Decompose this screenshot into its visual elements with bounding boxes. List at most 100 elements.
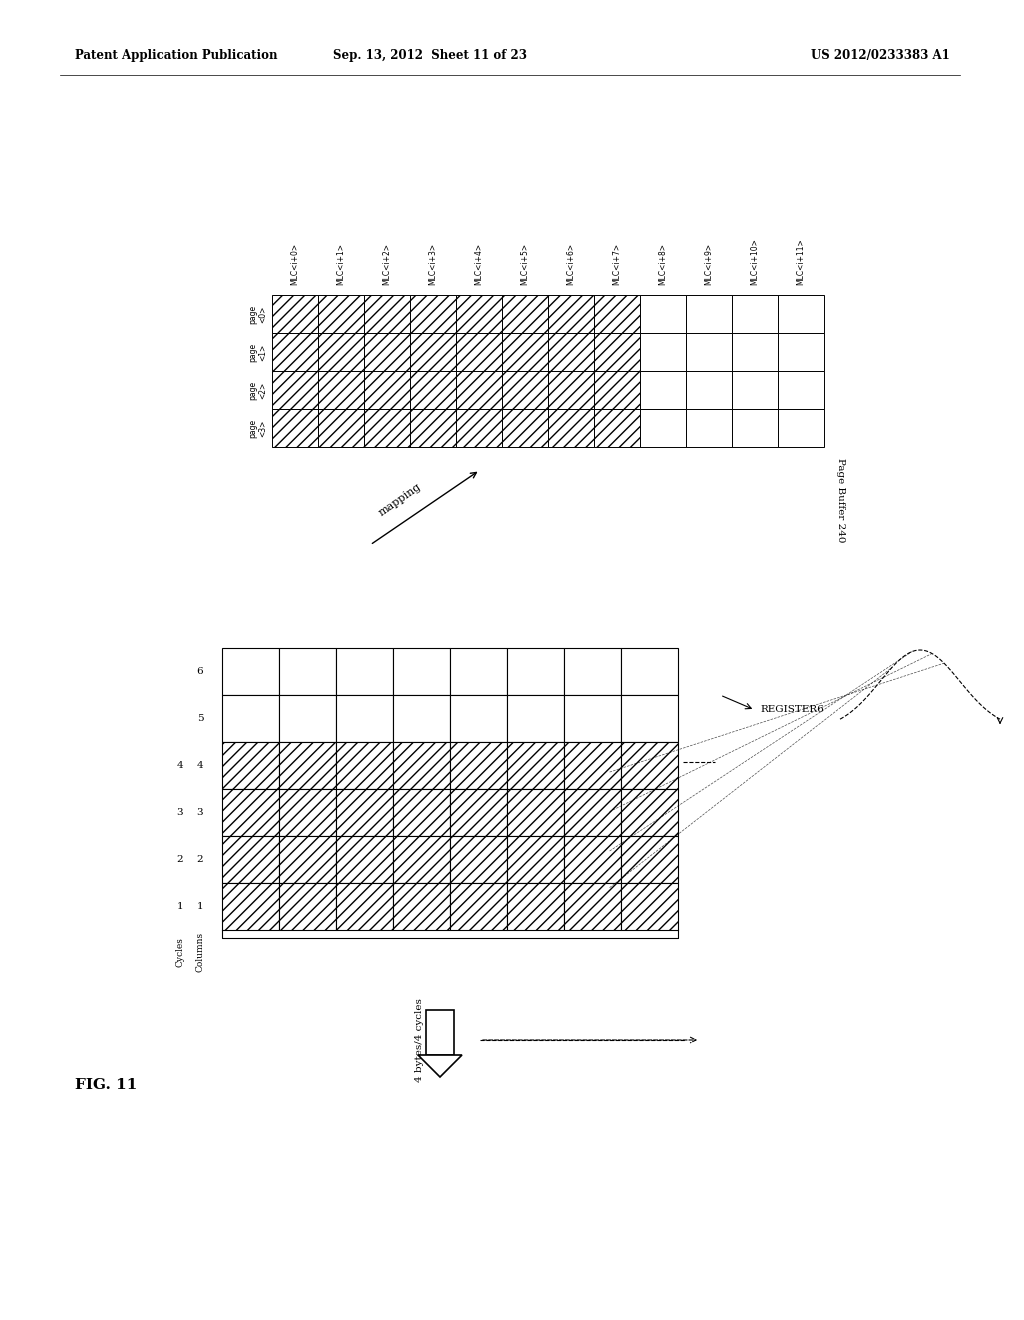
Text: MLC<i+11>: MLC<i+11> (797, 238, 806, 285)
Bar (621, 696, 678, 742)
Text: MLC<i+0>: MLC<i+0> (291, 243, 299, 285)
Bar (686, 371, 732, 409)
Bar (318, 294, 364, 333)
Bar (640, 333, 686, 371)
Bar (393, 742, 450, 789)
Bar (318, 371, 364, 409)
Bar (272, 294, 318, 333)
Text: Patent Application Publication: Patent Application Publication (75, 49, 278, 62)
Bar (364, 371, 410, 409)
Bar (507, 789, 564, 836)
Bar (364, 333, 410, 371)
Bar (426, 1010, 454, 1055)
Text: page
<3>: page <3> (248, 418, 267, 437)
Bar (732, 371, 778, 409)
Bar (564, 883, 621, 931)
Bar (456, 333, 502, 371)
Text: FIG. 11: FIG. 11 (75, 1078, 137, 1092)
Bar (640, 371, 686, 409)
Bar (594, 333, 640, 371)
Bar (336, 836, 393, 883)
Text: US 2012/0233383 A1: US 2012/0233383 A1 (811, 49, 950, 62)
Text: 4 bytes/4 cycles: 4 bytes/4 cycles (416, 998, 425, 1082)
Bar (279, 789, 336, 836)
Bar (456, 409, 502, 447)
Bar (640, 294, 686, 333)
Bar (336, 789, 393, 836)
Bar (450, 648, 507, 696)
Bar (318, 333, 364, 371)
Text: MLC<i+3>: MLC<i+3> (428, 243, 437, 285)
Bar (564, 696, 621, 742)
Text: mapping: mapping (377, 482, 423, 519)
Bar (450, 742, 507, 789)
Polygon shape (418, 1055, 462, 1077)
Bar (336, 883, 393, 931)
Text: MLC<i+2>: MLC<i+2> (383, 243, 391, 285)
Text: 2: 2 (197, 855, 204, 865)
Bar (410, 333, 456, 371)
Bar (594, 294, 640, 333)
Bar (548, 333, 594, 371)
Bar (621, 742, 678, 789)
Text: Cycles: Cycles (175, 937, 184, 968)
Text: 6: 6 (197, 667, 204, 676)
Bar (222, 648, 279, 696)
Bar (732, 333, 778, 371)
Bar (548, 409, 594, 447)
Bar (564, 836, 621, 883)
Bar (507, 696, 564, 742)
Bar (507, 836, 564, 883)
Bar (456, 294, 502, 333)
Bar (272, 409, 318, 447)
Bar (502, 333, 548, 371)
Bar (336, 696, 393, 742)
Bar (450, 696, 507, 742)
Bar (640, 409, 686, 447)
Bar (564, 648, 621, 696)
Bar (502, 371, 548, 409)
Bar (564, 789, 621, 836)
Bar (621, 836, 678, 883)
Bar (732, 409, 778, 447)
Bar (502, 294, 548, 333)
Bar (778, 294, 824, 333)
Bar (279, 836, 336, 883)
Bar (410, 294, 456, 333)
Bar (222, 883, 279, 931)
Bar (507, 883, 564, 931)
Bar (336, 648, 393, 696)
Bar (548, 294, 594, 333)
Bar (393, 883, 450, 931)
Bar (410, 409, 456, 447)
Bar (778, 371, 824, 409)
Bar (450, 883, 507, 931)
Text: 2: 2 (177, 855, 183, 865)
Text: MLC<i+5>: MLC<i+5> (520, 243, 529, 285)
Text: 4: 4 (177, 762, 183, 770)
Text: MLC<i+4>: MLC<i+4> (474, 243, 483, 285)
Text: Columns: Columns (196, 932, 205, 972)
Text: 3: 3 (197, 808, 204, 817)
Bar (279, 742, 336, 789)
Bar (279, 648, 336, 696)
Bar (502, 409, 548, 447)
Text: 4: 4 (197, 762, 204, 770)
Bar (318, 409, 364, 447)
Bar (507, 648, 564, 696)
Bar (450, 836, 507, 883)
Text: MLC<i+7>: MLC<i+7> (612, 243, 622, 285)
Bar (450, 789, 507, 836)
Text: MLC<i+1>: MLC<i+1> (337, 243, 345, 285)
Bar (410, 371, 456, 409)
Bar (393, 696, 450, 742)
Bar (279, 883, 336, 931)
Bar (222, 696, 279, 742)
Text: 5: 5 (197, 714, 204, 723)
Bar (594, 371, 640, 409)
Text: Sep. 13, 2012  Sheet 11 of 23: Sep. 13, 2012 Sheet 11 of 23 (333, 49, 527, 62)
Bar (621, 883, 678, 931)
Text: MLC<i+6>: MLC<i+6> (566, 243, 575, 285)
Bar (456, 371, 502, 409)
Text: 3: 3 (177, 808, 183, 817)
